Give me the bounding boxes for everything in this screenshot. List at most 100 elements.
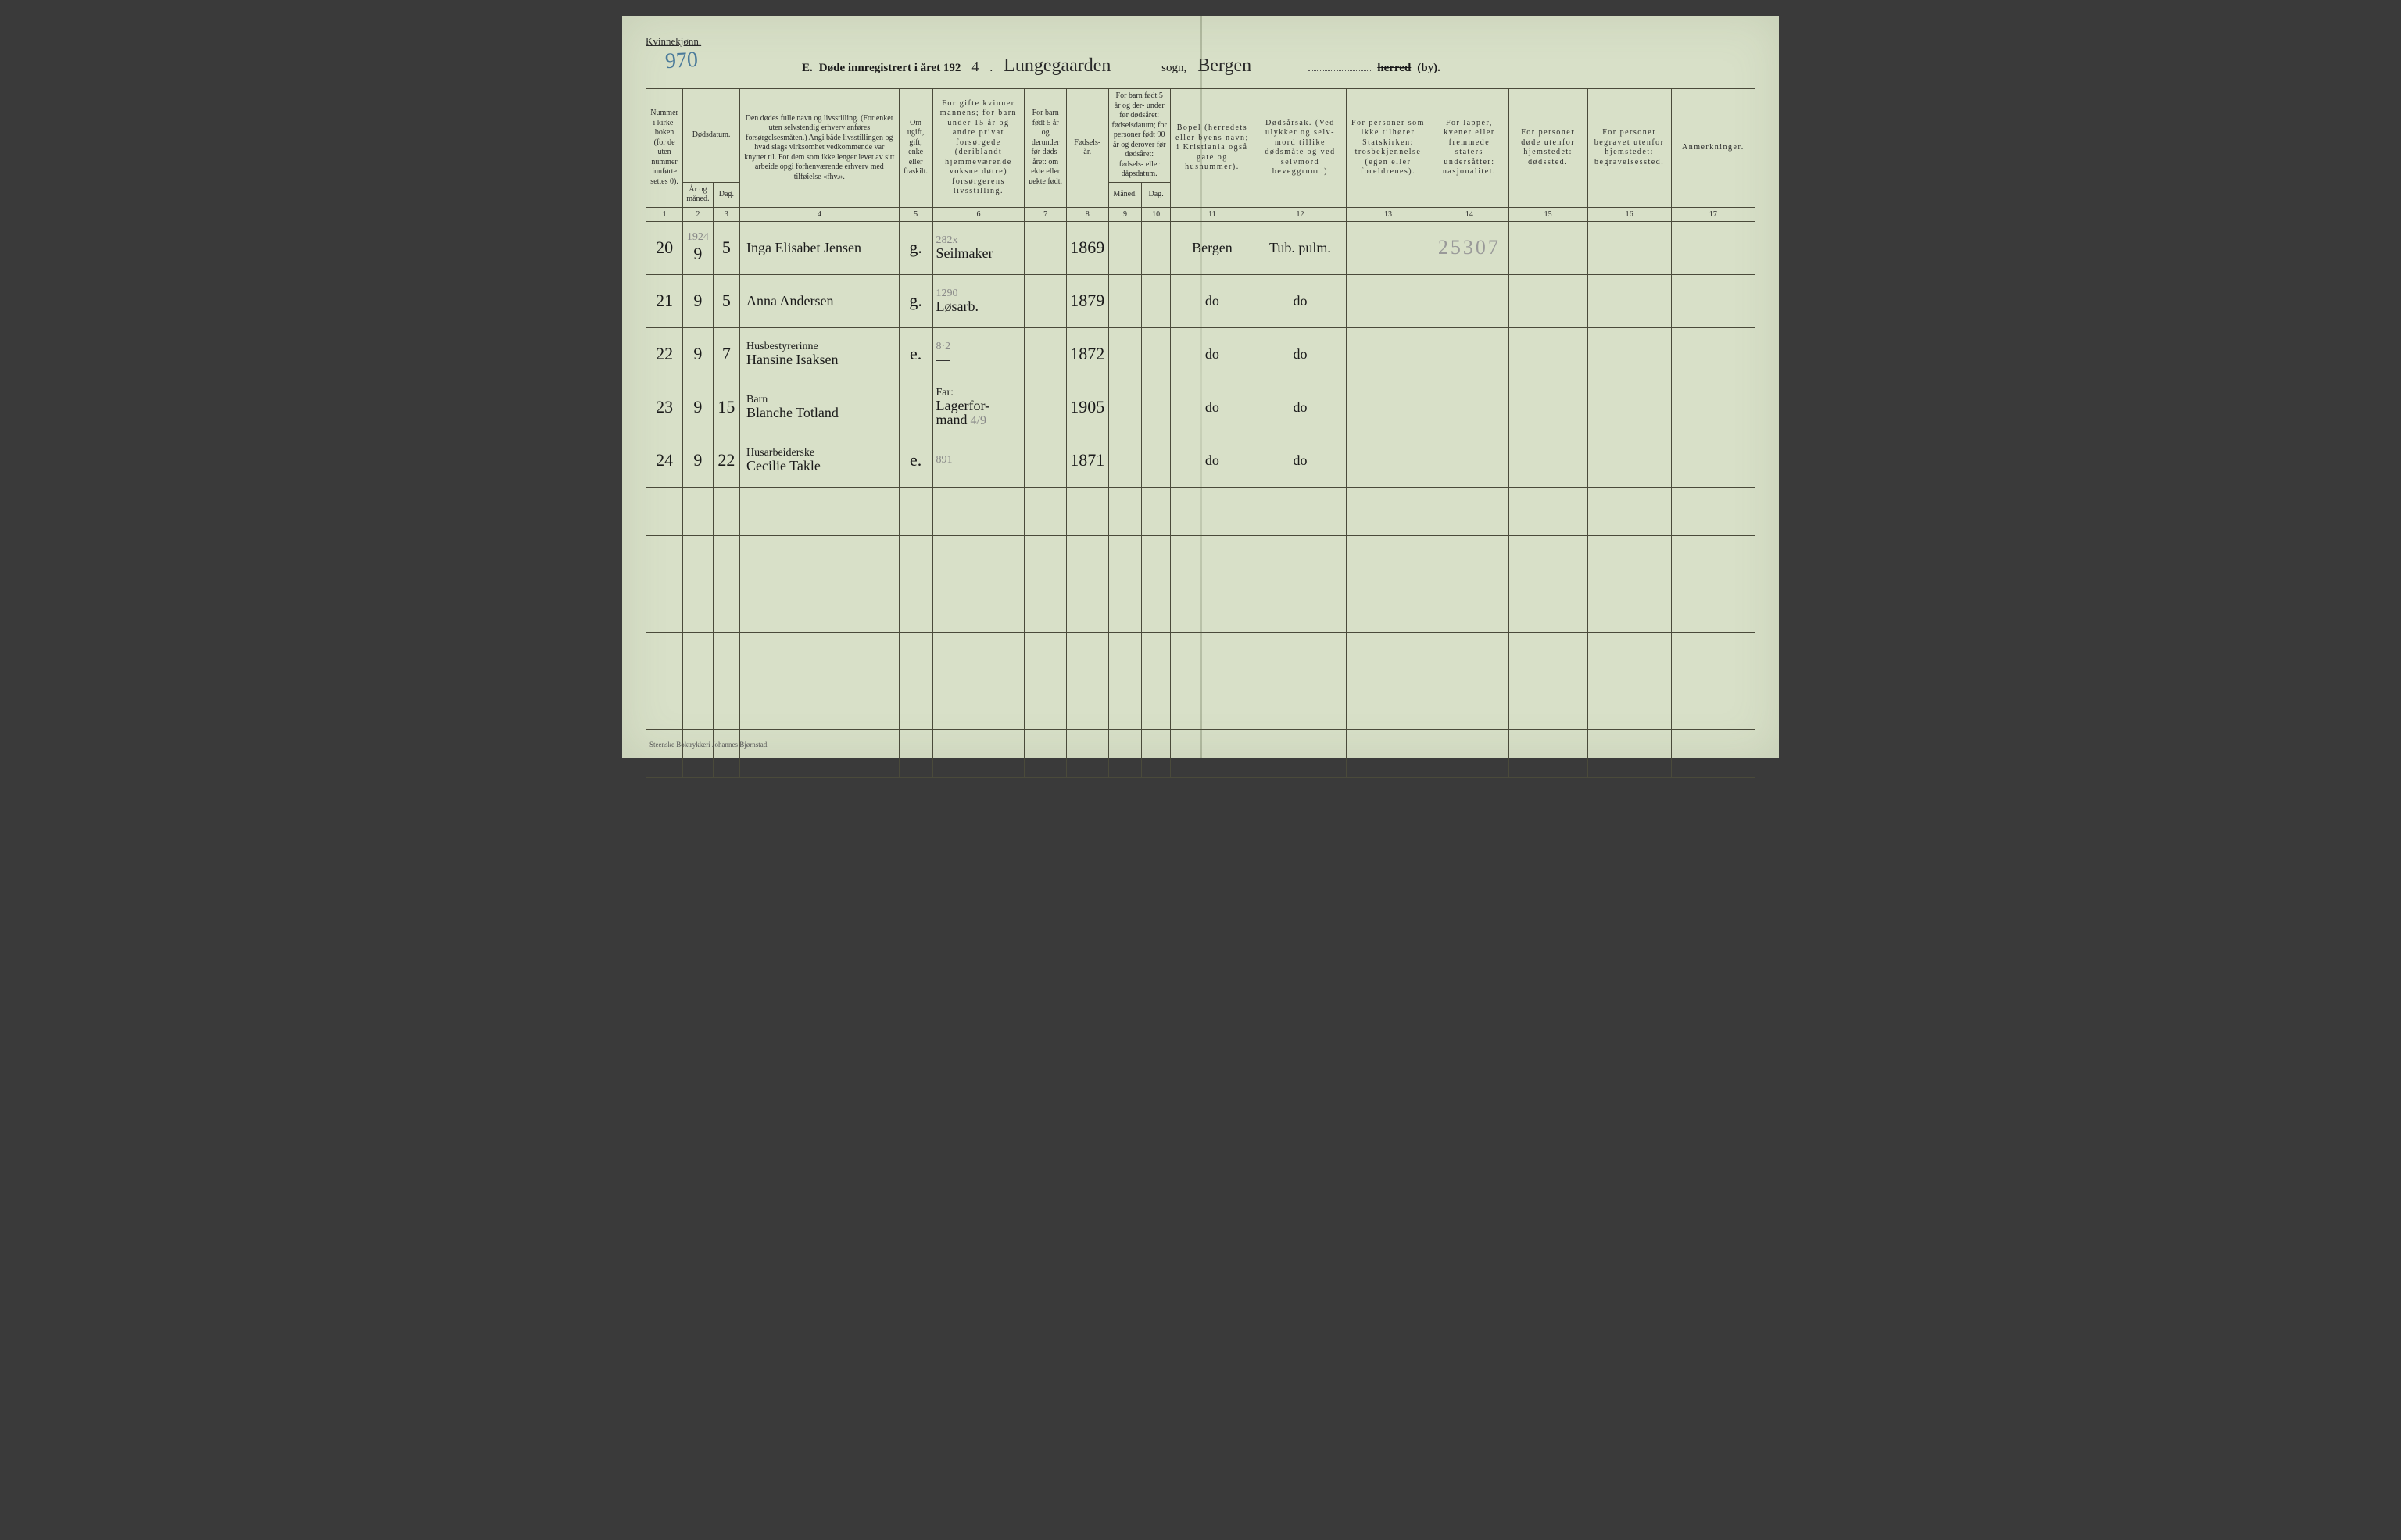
cell-cause: do (1254, 434, 1347, 487)
ledger-table: Nummer i kirke- boken (for de uten numme… (646, 88, 1755, 778)
col-header: For personer begravet utenfor hjemstedet… (1587, 89, 1671, 208)
cell-month: 9 (683, 381, 714, 434)
cell-birthyear: 1872 (1066, 327, 1108, 381)
table-body: 20 19249 5 Inga Elisabet Jensen g. 282xS… (646, 221, 1755, 777)
cell-num: 21 (646, 274, 683, 327)
cell-num: 23 (646, 381, 683, 434)
col-subheader: Måned. (1108, 182, 1142, 207)
cell-num: 22 (646, 327, 683, 381)
sogn-label: sogn, (1161, 62, 1186, 75)
col-header: For barn født 5 år og der- under før død… (1108, 89, 1170, 183)
cell-c13 (1346, 327, 1430, 381)
cell-c16 (1587, 381, 1671, 434)
cell-c10 (1142, 274, 1170, 327)
table-head: Nummer i kirke- boken (for de uten numme… (646, 89, 1755, 222)
cell-residence: do (1170, 327, 1254, 381)
cell-c17 (1671, 221, 1755, 274)
cell-c16 (1587, 274, 1671, 327)
cell-month: 19249 (683, 221, 714, 274)
cell-provider: 891 (932, 434, 1025, 487)
cell-residence: do (1170, 381, 1254, 434)
blank-line (1308, 70, 1371, 71)
cell-residence: do (1170, 434, 1254, 487)
table-row-empty (646, 535, 1755, 584)
cell-provider: 8·2— (932, 327, 1025, 381)
col-header: For personer døde utenfor hjemstedet: dø… (1508, 89, 1587, 208)
cell-day: 5 (713, 274, 739, 327)
cell-cause: Tub. pulm. (1254, 221, 1347, 274)
cell-c15 (1508, 274, 1587, 327)
table-row: 24 9 22 HusarbeiderskeCecilie Takle e. 8… (646, 434, 1755, 487)
table-row: 20 19249 5 Inga Elisabet Jensen g. 282xS… (646, 221, 1755, 274)
title-prefix: E. (802, 62, 813, 75)
cell-c7 (1025, 434, 1067, 487)
cell-residence: do (1170, 274, 1254, 327)
district-handwritten: Bergen (1193, 55, 1302, 77)
col-header: Fødsels- år. (1066, 89, 1108, 208)
cell-c16 (1587, 221, 1671, 274)
col-subheader: År og måned. (683, 182, 714, 207)
cell-c10 (1142, 434, 1170, 487)
table-row: 22 9 7 HusbestyrerinneHansine Isaksen e.… (646, 327, 1755, 381)
cell-status: e. (899, 327, 932, 381)
cell-month: 9 (683, 274, 714, 327)
table-row: 21 9 5 Anna Andersen g. 1290Løsarb. 1879… (646, 274, 1755, 327)
col-header: Om ugift, gift, enke eller fraskilt. (899, 89, 932, 208)
cell-c14 (1430, 327, 1509, 381)
cell-name: BarnBlanche Totland (740, 381, 900, 434)
cell-name: Inga Elisabet Jensen (740, 221, 900, 274)
cell-c7 (1025, 221, 1067, 274)
cell-c17 (1671, 327, 1755, 381)
cell-c10 (1142, 327, 1170, 381)
cell-c17 (1671, 434, 1755, 487)
cell-c15 (1508, 327, 1587, 381)
cell-cause: do (1254, 381, 1347, 434)
cell-num: 20 (646, 221, 683, 274)
table-row: 23 9 15 BarnBlanche Totland Far:Lagerfor… (646, 381, 1755, 434)
cell-name: Anna Andersen (740, 274, 900, 327)
cell-c10 (1142, 381, 1170, 434)
table-row-empty (646, 487, 1755, 535)
cell-residence: Bergen (1170, 221, 1254, 274)
cell-c9 (1108, 381, 1142, 434)
cell-c14 (1430, 434, 1509, 487)
cell-status (899, 381, 932, 434)
cell-c9 (1108, 434, 1142, 487)
table-row-empty (646, 681, 1755, 729)
col-subheader: Dag. (713, 182, 739, 207)
table-row-empty (646, 632, 1755, 681)
col-header: For personer som ikke tilhører Statskirk… (1346, 89, 1430, 208)
printer-footer: Steenske Boktrykkeri Johannes Bjørnstad. (649, 741, 768, 749)
year-suffix: 4 (967, 59, 983, 75)
cell-c13 (1346, 221, 1430, 274)
cell-c14 (1430, 274, 1509, 327)
cell-provider: 282xSeilmaker (932, 221, 1025, 274)
col-header: Anmerkninger. (1671, 89, 1755, 208)
parish-handwritten: Lungegaarden (999, 55, 1155, 77)
cell-c15 (1508, 381, 1587, 434)
gender-label: Kvinnekjønn. (646, 35, 701, 48)
cell-day: 15 (713, 381, 739, 434)
herred-strike: herred (1377, 62, 1411, 75)
cell-c17 (1671, 274, 1755, 327)
cell-birthyear: 1871 (1066, 434, 1108, 487)
page-number-handwritten: 970 (664, 48, 699, 74)
table-row-empty (646, 584, 1755, 632)
col-header: Bopel (herredets eller byens navn; i Kri… (1170, 89, 1254, 208)
cell-status: g. (899, 221, 932, 274)
cell-c9 (1108, 274, 1142, 327)
col-header: Dødsårsak. (Ved ulykker og selv- mord ti… (1254, 89, 1347, 208)
cell-birthyear: 1879 (1066, 274, 1108, 327)
cell-status: g. (899, 274, 932, 327)
cell-birthyear: 1905 (1066, 381, 1108, 434)
cell-c17 (1671, 381, 1755, 434)
cell-c13 (1346, 381, 1430, 434)
cell-day: 7 (713, 327, 739, 381)
cell-month: 9 (683, 327, 714, 381)
table-row-empty (646, 729, 1755, 777)
cell-c9 (1108, 221, 1142, 274)
cell-c15 (1508, 221, 1587, 274)
ledger-page: Kvinnekjønn. 970 E. Døde innregistrert i… (622, 16, 1779, 758)
cell-month: 9 (683, 434, 714, 487)
col-header: For lapper, kvener eller fremmede stater… (1430, 89, 1509, 208)
